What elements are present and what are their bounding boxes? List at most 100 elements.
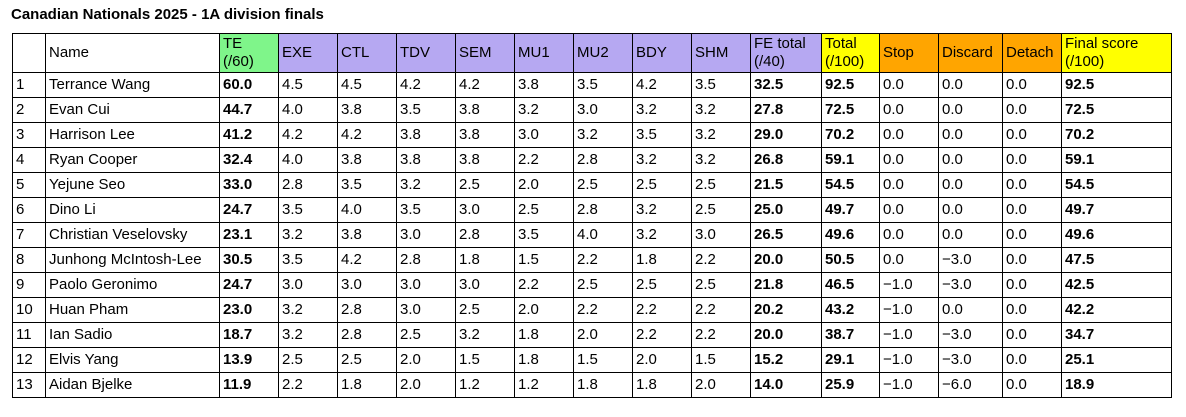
te-cell: 30.5 xyxy=(220,248,279,273)
stop-cell: −1.0 xyxy=(880,348,939,373)
exe-cell: 4.0 xyxy=(279,98,338,123)
mu1-cell: 3.0 xyxy=(515,123,574,148)
fe-total-cell: 21.5 xyxy=(751,173,822,198)
mu1-cell: 1.2 xyxy=(515,373,574,398)
fe-total-cell: 20.0 xyxy=(751,323,822,348)
ctl-cell: 4.0 xyxy=(338,198,397,223)
detach-cell: 0.0 xyxy=(1003,148,1062,173)
fe-total-header-label: FE total xyxy=(754,35,806,52)
total-cell: 25.9 xyxy=(822,373,880,398)
rank-cell: 12 xyxy=(13,348,46,373)
fe-total-cell: 20.0 xyxy=(751,248,822,273)
detach-cell: 0.0 xyxy=(1003,98,1062,123)
sem-cell: 2.5 xyxy=(456,173,515,198)
rank-cell: 11 xyxy=(13,323,46,348)
stop-cell: 0.0 xyxy=(880,148,939,173)
tdv-header: TDV xyxy=(397,34,456,73)
mu2-cell: 3.5 xyxy=(574,73,633,98)
total-header-label: Total xyxy=(825,35,857,52)
rank-cell: 13 xyxy=(13,373,46,398)
discard-cell: 0.0 xyxy=(939,298,1003,323)
total-cell: 29.1 xyxy=(822,348,880,373)
shm-cell: 2.5 xyxy=(692,273,751,298)
te-cell: 24.7 xyxy=(220,273,279,298)
te-header-label: TE xyxy=(223,35,242,52)
ctl-cell: 3.8 xyxy=(338,223,397,248)
rank-cell: 8 xyxy=(13,248,46,273)
final-cell: 18.9 xyxy=(1062,373,1172,398)
mu2-cell: 1.8 xyxy=(574,373,633,398)
exe-cell: 4.5 xyxy=(279,73,338,98)
detach-cell: 0.0 xyxy=(1003,123,1062,148)
fe-total-cell: 29.0 xyxy=(751,123,822,148)
mu1-cell: 3.5 xyxy=(515,223,574,248)
rank-cell: 6 xyxy=(13,198,46,223)
discard-cell: 0.0 xyxy=(939,223,1003,248)
shm-cell: 1.5 xyxy=(692,348,751,373)
total-header: Total (/100) xyxy=(822,34,880,73)
te-cell: 60.0 xyxy=(220,73,279,98)
stop-cell: −1.0 xyxy=(880,273,939,298)
discard-cell: −3.0 xyxy=(939,348,1003,373)
tdv-cell: 2.8 xyxy=(397,248,456,273)
shm-cell: 3.0 xyxy=(692,223,751,248)
total-cell: 59.1 xyxy=(822,148,880,173)
discard-cell: 0.0 xyxy=(939,148,1003,173)
detach-header: Detach xyxy=(1003,34,1062,73)
sem-cell: 1.8 xyxy=(456,248,515,273)
mu1-cell: 2.2 xyxy=(515,148,574,173)
shm-header: SHM xyxy=(692,34,751,73)
te-cell: 13.9 xyxy=(220,348,279,373)
name-cell: Ian Sadio xyxy=(46,323,220,348)
final-cell: 49.7 xyxy=(1062,198,1172,223)
mu2-cell: 2.8 xyxy=(574,148,633,173)
name-cell: Terrance Wang xyxy=(46,73,220,98)
total-cell: 54.5 xyxy=(822,173,880,198)
bdy-cell: 3.5 xyxy=(633,123,692,148)
shm-cell: 2.2 xyxy=(692,323,751,348)
discard-cell: 0.0 xyxy=(939,173,1003,198)
shm-cell: 2.0 xyxy=(692,373,751,398)
sem-cell: 2.5 xyxy=(456,298,515,323)
fe-total-cell: 26.8 xyxy=(751,148,822,173)
mu2-cell: 2.2 xyxy=(574,248,633,273)
shm-cell: 3.5 xyxy=(692,73,751,98)
tdv-cell: 3.2 xyxy=(397,173,456,198)
mu1-cell: 3.8 xyxy=(515,73,574,98)
stop-cell: 0.0 xyxy=(880,173,939,198)
mu2-cell: 3.2 xyxy=(574,123,633,148)
fe-total-cell: 25.0 xyxy=(751,198,822,223)
ctl-cell: 2.8 xyxy=(338,323,397,348)
te-cell: 24.7 xyxy=(220,198,279,223)
final-cell: 42.5 xyxy=(1062,273,1172,298)
name-cell: Dino Li xyxy=(46,198,220,223)
fe-total-header: FE total (/40) xyxy=(751,34,822,73)
exe-cell: 2.2 xyxy=(279,373,338,398)
sem-cell: 3.0 xyxy=(456,273,515,298)
fe-total-cell: 26.5 xyxy=(751,223,822,248)
mu2-cell: 2.8 xyxy=(574,198,633,223)
mu1-cell: 2.0 xyxy=(515,173,574,198)
ctl-cell: 3.5 xyxy=(338,173,397,198)
te-header-max: (/60) xyxy=(223,53,254,70)
shm-cell: 2.5 xyxy=(692,173,751,198)
exe-cell: 3.5 xyxy=(279,248,338,273)
bdy-cell: 2.0 xyxy=(633,348,692,373)
mu1-cell: 2.5 xyxy=(515,198,574,223)
shm-cell: 2.5 xyxy=(692,198,751,223)
bdy-cell: 2.5 xyxy=(633,273,692,298)
exe-cell: 2.8 xyxy=(279,173,338,198)
detach-cell: 0.0 xyxy=(1003,173,1062,198)
sem-cell: 4.2 xyxy=(456,73,515,98)
ctl-cell: 4.5 xyxy=(338,73,397,98)
mu1-cell: 3.2 xyxy=(515,98,574,123)
sem-header: SEM xyxy=(456,34,515,73)
name-cell: Christian Veselovsky xyxy=(46,223,220,248)
final-cell: 25.1 xyxy=(1062,348,1172,373)
sem-cell: 3.2 xyxy=(456,323,515,348)
table-row: 13 Aidan Bjelke 11.9 2.2 1.8 2.0 1.2 1.2 1.8 1.8 2… xyxy=(13,373,1172,398)
mu1-cell: 2.0 xyxy=(515,298,574,323)
rank-cell: 9 xyxy=(13,273,46,298)
bdy-cell: 3.2 xyxy=(633,148,692,173)
fe-total-cell: 21.8 xyxy=(751,273,822,298)
